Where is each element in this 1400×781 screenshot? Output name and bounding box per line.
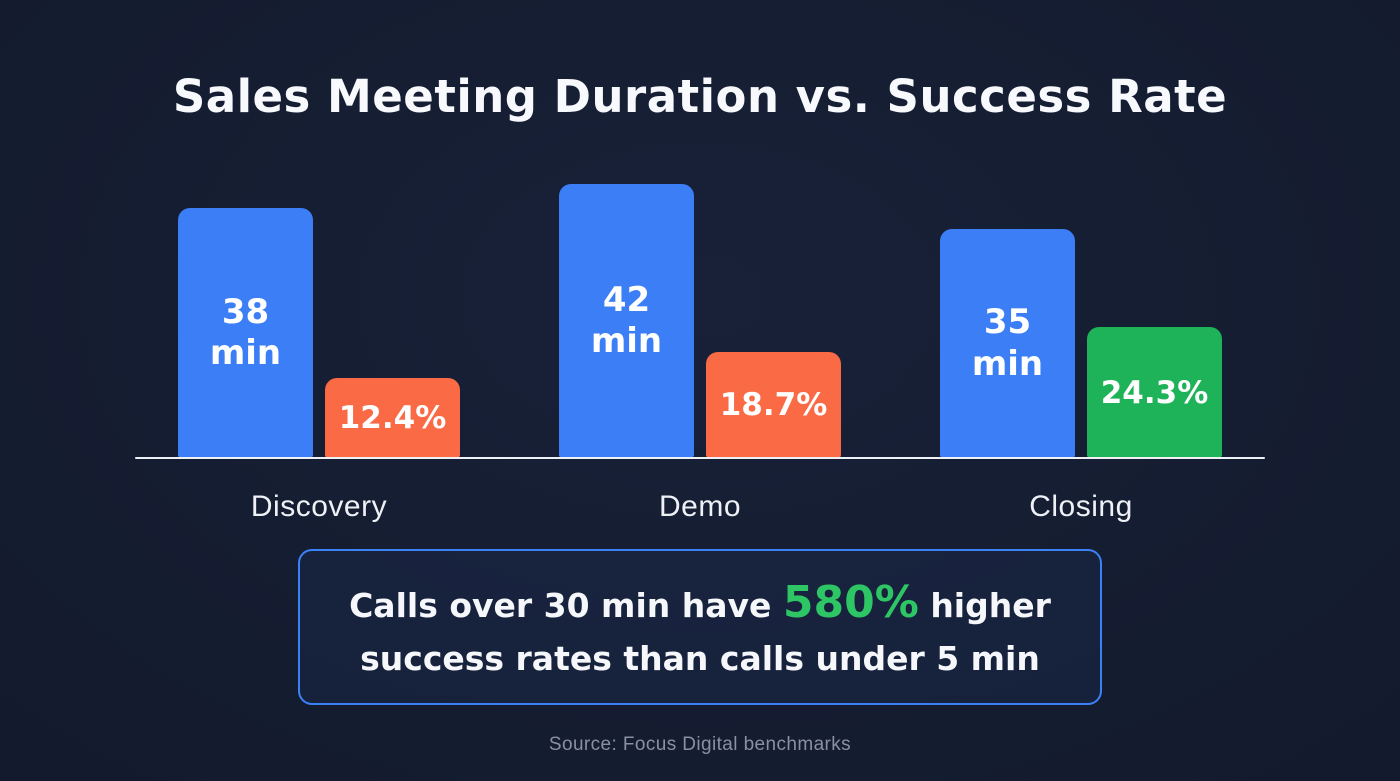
- callout-highlight: 580%: [782, 577, 919, 628]
- source-attribution: Source: Focus Digital benchmarks: [548, 734, 852, 755]
- bar-value-label: 38: [221, 291, 270, 332]
- bar-rate-demo: 18.7%: [706, 352, 841, 458]
- chart-group-demo: 42 min 18.7%: [559, 184, 841, 458]
- bar-rate-discovery: 12.4%: [325, 378, 460, 458]
- bar-unit-label: min: [971, 343, 1044, 384]
- callout-box: Calls over 30 min have 580% higher succe…: [298, 549, 1102, 705]
- bar-value-label: 18.7%: [719, 387, 828, 423]
- bar-unit-label: min: [590, 321, 663, 361]
- callout-prefix: Calls over 30 min have: [349, 586, 783, 625]
- category-label-closing: Closing: [1029, 490, 1133, 523]
- category-label-discovery: Discovery: [250, 490, 388, 523]
- callout-text: Calls over 30 min have 580% higher succe…: [334, 571, 1066, 683]
- bar-value-label: 35: [983, 302, 1032, 343]
- bar-value-label: 12.4%: [338, 400, 447, 436]
- chart-group-closing: 35 min 24.3%: [940, 229, 1222, 458]
- bar-rate-closing: 24.3%: [1087, 327, 1222, 458]
- bar-unit-label: min: [209, 333, 282, 373]
- bar-pair-closing: 35 min 24.3%: [940, 229, 1222, 458]
- bar-value-label: 24.3%: [1100, 374, 1209, 411]
- chart-group-discovery: 38 min 12.4%: [178, 208, 460, 458]
- x-axis-baseline: [135, 457, 1265, 459]
- chart-title: Sales Meeting Duration vs. Success Rate: [172, 70, 1228, 123]
- bar-duration-demo: 42 min: [559, 184, 694, 458]
- bar-value-label: 42: [602, 279, 651, 320]
- bar-duration-discovery: 38 min: [178, 208, 313, 458]
- category-label-demo: Demo: [658, 490, 742, 523]
- callout-suffix: higher success rates than calls under 5 …: [360, 586, 1051, 678]
- bar-pair-demo: 42 min 18.7%: [559, 184, 841, 458]
- bar-pair-discovery: 38 min 12.4%: [178, 208, 460, 458]
- bar-duration-closing: 35 min: [940, 229, 1075, 458]
- bar-chart: 38 min 12.4% 42 min 18.7%: [135, 160, 1265, 458]
- category-labels: Discovery Demo Closing: [135, 472, 1265, 524]
